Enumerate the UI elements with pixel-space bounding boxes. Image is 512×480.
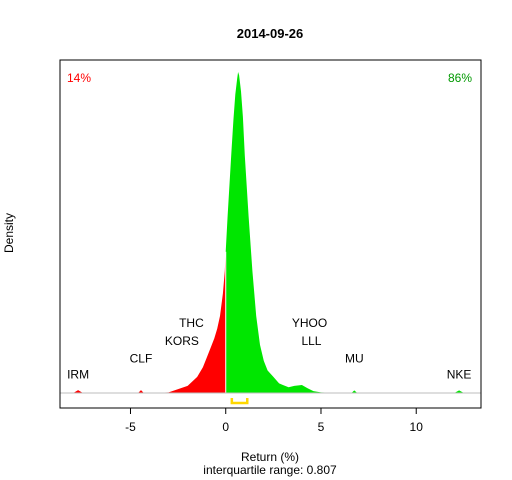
plot-area: IRM CLF KORS THC YHOO LLL MU NKE (60, 72, 481, 405)
chart-title: 2014-09-26 (237, 26, 304, 41)
x-axis: -5 0 5 10 (125, 408, 423, 434)
ticker-label-clf: CLF (130, 352, 153, 366)
ticker-label-mu: MU (345, 352, 364, 366)
ticker-label-lll: LLL (301, 334, 321, 348)
iqr-bracket (230, 398, 249, 405)
positive-density-area (225, 72, 481, 393)
plot-frame (59, 59, 482, 409)
ticker-label-thc: THC (179, 316, 204, 330)
x-tick-label: 10 (410, 420, 424, 434)
x-axis-label: Return (%) (241, 450, 299, 464)
x-tick-label: 0 (222, 420, 229, 434)
ticker-label-kors: KORS (165, 334, 199, 348)
negative-density-area (60, 251, 226, 393)
ticker-label-irm: IRM (67, 368, 89, 382)
x-tick-label: 5 (318, 420, 325, 434)
positive-share-label: 86% (448, 71, 472, 85)
ticker-label-nke: NKE (447, 368, 472, 382)
y-axis-label: Density (2, 213, 16, 253)
x-tick-label: -5 (125, 420, 136, 434)
negative-share-label: 14% (67, 71, 91, 85)
chart-subtitle: interquartile range: 0.807 (203, 463, 337, 477)
ticker-label-yhoo: YHOO (292, 316, 327, 330)
